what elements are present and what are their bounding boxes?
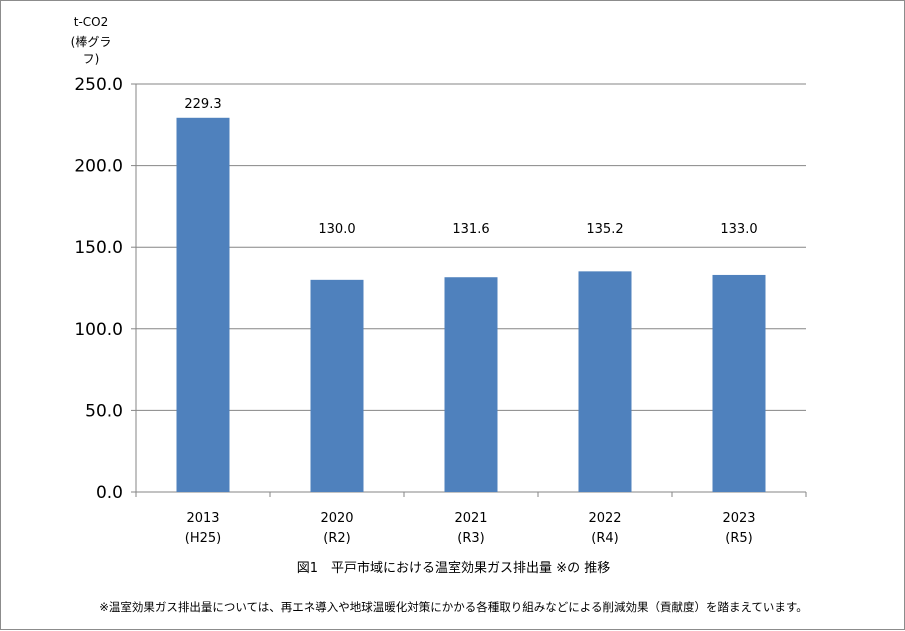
y-unit-label: t-CO2 bbox=[73, 15, 109, 29]
x-tick-sublabel: (H25) bbox=[185, 531, 221, 546]
x-tick-sublabel: (R3) bbox=[457, 531, 484, 546]
x-tick-label: 2021 bbox=[454, 511, 487, 526]
data-label: 131.6 bbox=[452, 222, 489, 237]
y-tick-label: 200.0 bbox=[74, 157, 123, 177]
y-tick-label: 0.0 bbox=[96, 483, 123, 503]
bar bbox=[712, 274, 766, 492]
x-tick-label: 2022 bbox=[588, 511, 621, 526]
bar bbox=[578, 271, 632, 492]
x-tick-label: 2023 bbox=[722, 511, 755, 526]
y-unit-sublabel: (棒グラフ) bbox=[70, 35, 112, 66]
x-tick-sublabel: (R2) bbox=[323, 531, 350, 546]
data-label: 135.2 bbox=[586, 222, 623, 237]
bar bbox=[176, 117, 230, 492]
x-tick-label: 2020 bbox=[320, 511, 353, 526]
x-tick-label: 2013 bbox=[186, 511, 219, 526]
data-label: 133.0 bbox=[720, 222, 757, 237]
y-tick-label: 250.0 bbox=[74, 75, 123, 95]
x-tick-sublabel: (R5) bbox=[725, 531, 752, 546]
y-tick-label: 50.0 bbox=[85, 401, 123, 421]
y-tick-label: 100.0 bbox=[74, 320, 123, 340]
data-label: 130.0 bbox=[318, 222, 355, 237]
y-tick-label: 150.0 bbox=[74, 238, 123, 258]
figure-caption: 図1 平戸市域における温室効果ガス排出量 ※の 推移 bbox=[296, 561, 611, 576]
footnote: ※温室効果ガス排出量については、再エネ導入や地球温暖化対策にかかる各種取り組みな… bbox=[99, 600, 808, 614]
data-label: 229.3 bbox=[184, 97, 221, 112]
bar bbox=[444, 277, 498, 492]
x-tick-sublabel: (R4) bbox=[591, 531, 618, 546]
bar bbox=[310, 279, 364, 492]
